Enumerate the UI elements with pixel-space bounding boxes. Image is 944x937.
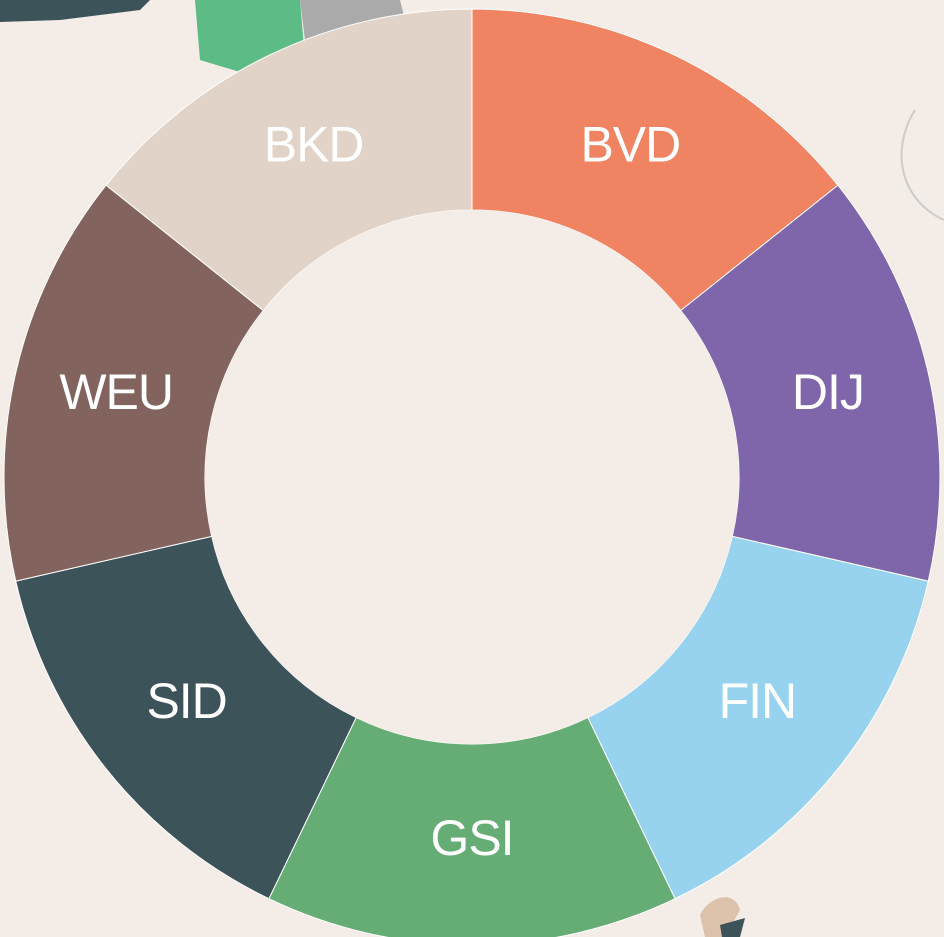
page: BVDDIJFINGSISIDWEUBKD (() => { const dat… — [0, 0, 944, 937]
menu-label: GSI — [430, 810, 513, 866]
menu-label: WEU — [59, 364, 173, 420]
menu-label: SID — [146, 673, 226, 729]
menu-label: DIJ — [792, 364, 864, 420]
wheel-menu: BVD DIJ FIN GSI SID WEU BKD — [0, 0, 944, 937]
menu-label: FIN — [719, 673, 797, 729]
menu-label: BKD — [264, 116, 364, 172]
menu-label: BVD — [580, 116, 680, 172]
wheel-center — [205, 210, 739, 744]
